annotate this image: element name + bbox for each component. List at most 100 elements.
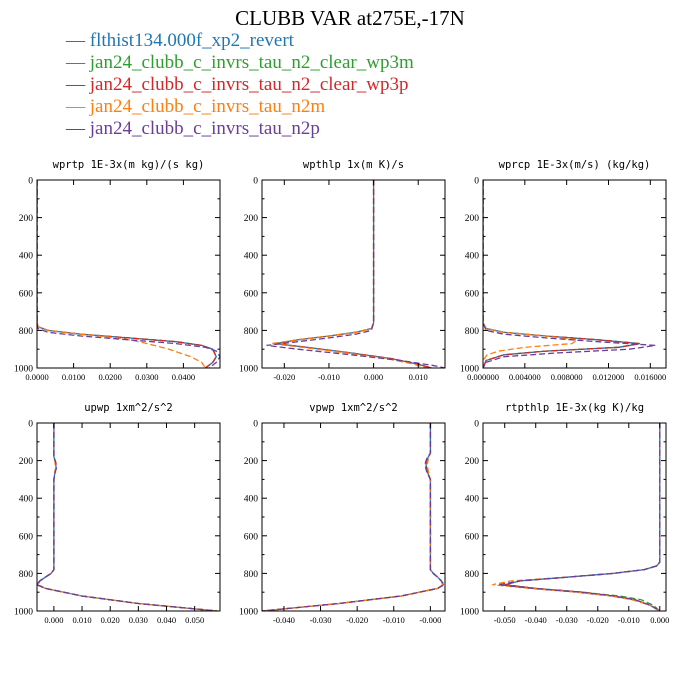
chart-title: wprtp 1E-3x(m kg)/(s kg) — [53, 159, 205, 171]
series-line — [504, 423, 661, 611]
y-tick-label: 200 — [465, 457, 480, 467]
series-line — [498, 423, 661, 611]
y-tick-label: 0 — [474, 177, 479, 187]
x-tick-label: -0.010 — [318, 372, 340, 382]
chart-title: vpwp 1xm^2/s^2 — [309, 402, 398, 414]
y-tick-label: 400 — [244, 252, 259, 262]
x-tick-label: 0.0300 — [135, 372, 158, 382]
x-tick-label: 0.016000 — [634, 372, 666, 382]
x-tick-label: -0.030 — [556, 615, 578, 625]
legend: — flthist134.000f_xp2_revert — jan24_clu… — [66, 30, 414, 140]
x-tick-label: 0.0000 — [25, 372, 48, 382]
legend-dash: — — [66, 96, 90, 117]
plot-frame — [261, 179, 446, 369]
x-tick-label: 0.008000 — [551, 372, 583, 382]
series-line — [262, 423, 444, 611]
x-tick-label: 0.000 — [44, 615, 63, 625]
x-tick-label: -0.050 — [494, 615, 516, 625]
chart-panel: wpthlp 1x(m K)/s 0 200 400 600 800 1000 -0.020 -… — [239, 159, 446, 382]
x-tick-label: 0.030 — [129, 615, 148, 625]
series-line — [483, 180, 656, 368]
series-line — [275, 180, 432, 368]
x-tick-label: -0.000 — [419, 615, 441, 625]
legend-item: — jan24_clubb_c_invrs_tau_n2_clear_wp3m — [66, 52, 414, 74]
y-tick-label: 400 — [19, 495, 34, 505]
chart-panel: vpwp 1xm^2/s^2 0 200 400 600 800 1000 -0.040 -0.… — [239, 402, 446, 625]
y-tick-label: 0 — [28, 177, 33, 187]
chart-panel: upwp 1xm^2/s^2 0 200 400 600 800 1000 0.000 0.01… — [14, 402, 221, 625]
y-tick-label: 800 — [244, 327, 259, 337]
x-tick-label: -0.010 — [383, 615, 405, 625]
x-tick-label: -0.020 — [273, 372, 295, 382]
series-line — [37, 423, 218, 611]
x-tick-label: 0.0200 — [99, 372, 122, 382]
y-tick-label: 600 — [465, 532, 480, 542]
x-tick-label: -0.020 — [346, 615, 368, 625]
x-tick-label: -0.010 — [618, 615, 640, 625]
x-tick-label: 0.000000 — [467, 372, 499, 382]
chart-panel: rtpthlp 1E-3x(kg K)/kg 0 200 400 600 800 1000 -… — [460, 402, 669, 625]
y-tick-label: 200 — [19, 457, 34, 467]
legend-label: jan24_clubb_c_invrs_tau_n2_clear_wp3m — [89, 52, 414, 73]
y-tick-label: 200 — [19, 214, 34, 224]
series-line — [262, 423, 445, 611]
series-line — [483, 180, 641, 368]
x-tick-label: -0.040 — [273, 615, 295, 625]
figure-title: CLUBB VAR at275E,-17N — [235, 6, 465, 30]
y-tick-label: 600 — [244, 289, 259, 299]
y-tick-label: 200 — [465, 214, 480, 224]
x-tick-label: 0.004000 — [509, 372, 541, 382]
y-tick-label: 1000 — [14, 608, 33, 618]
x-tick-label: 0.020 — [101, 615, 120, 625]
y-tick-label: 200 — [244, 457, 259, 467]
series-line — [504, 423, 661, 611]
chart-title: wprcp 1E-3x(m/s) (kg/kg) — [499, 159, 651, 171]
plot-frame — [261, 422, 446, 612]
series-line — [37, 423, 218, 611]
x-tick-label: 0.000 — [650, 615, 669, 625]
x-tick-label: 0.040 — [157, 615, 176, 625]
y-tick-label: 400 — [465, 252, 480, 262]
plot-frame — [36, 422, 221, 612]
y-tick-label: 1000 — [14, 365, 33, 375]
x-tick-label: 0.050 — [185, 615, 204, 625]
legend-dash: — — [66, 118, 90, 139]
y-tick-label: 400 — [465, 495, 480, 505]
series-line — [483, 180, 641, 368]
y-tick-label: 800 — [19, 327, 34, 337]
chart-title: rtpthlp 1E-3x(kg K)/kg — [505, 402, 644, 414]
y-tick-label: 800 — [465, 570, 480, 580]
legend-item: — jan24_clubb_c_invrs_tau_n2_clear_wp3p — [66, 74, 414, 96]
series-line — [262, 423, 445, 611]
series-line — [266, 180, 445, 368]
series-line — [262, 423, 445, 611]
y-tick-label: 400 — [19, 252, 34, 262]
y-tick-label: 600 — [465, 289, 480, 299]
y-tick-label: 1000 — [460, 365, 479, 375]
x-tick-label: -0.030 — [310, 615, 332, 625]
series-line — [262, 423, 445, 611]
series-line — [37, 180, 206, 368]
chart-title: wpthlp 1x(m K)/s — [303, 159, 404, 171]
x-tick-label: -0.040 — [525, 615, 547, 625]
y-tick-label: 600 — [19, 532, 34, 542]
legend-label: jan24_clubb_c_invrs_tau_n2p — [89, 118, 320, 139]
y-tick-label: 1000 — [239, 608, 258, 618]
y-tick-label: 600 — [244, 532, 259, 542]
x-tick-label: 0.010 — [72, 615, 91, 625]
series-line — [270, 180, 428, 368]
y-tick-label: 0 — [474, 420, 479, 430]
x-tick-label: 0.000 — [364, 372, 383, 382]
legend-dash: — — [66, 30, 90, 51]
x-tick-label: 0.0100 — [62, 372, 85, 382]
y-tick-label: 800 — [244, 570, 259, 580]
legend-item: — jan24_clubb_c_invrs_tau_n2m — [66, 96, 414, 118]
y-tick-label: 1000 — [239, 365, 258, 375]
legend-dash: — — [66, 74, 90, 95]
series-line — [37, 180, 220, 368]
x-tick-label: 0.012000 — [593, 372, 625, 382]
series-line — [37, 423, 218, 611]
y-tick-label: 800 — [19, 570, 34, 580]
legend-label: flthist134.000f_xp2_revert — [89, 30, 294, 51]
